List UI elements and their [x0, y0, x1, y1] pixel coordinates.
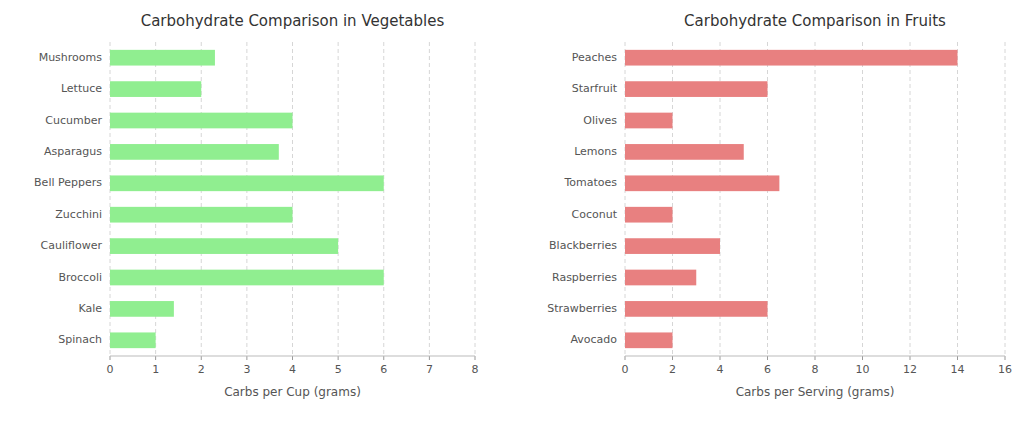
- category-label: Kale: [78, 302, 102, 315]
- tick-mark: [672, 356, 673, 360]
- category-label: Raspberries: [552, 271, 617, 284]
- chart-title: Carbohydrate Comparison in Fruits: [684, 12, 946, 30]
- category-label: Zucchini: [55, 208, 102, 221]
- tick-label: 8: [812, 363, 819, 376]
- bar: [625, 207, 673, 223]
- x-axis-label: Carbs per Serving (grams): [736, 385, 895, 399]
- tick-mark: [862, 356, 863, 360]
- tick-mark: [383, 356, 384, 360]
- tick-mark: [815, 356, 816, 360]
- tick-label: 2: [198, 363, 205, 376]
- panel: 0 2 4 6 8 10 12 14 16 Peaches Starfruit Olives Lemon…: [547, 12, 1012, 399]
- category-label: Cucumber: [45, 114, 102, 127]
- tick-mark: [625, 356, 626, 360]
- bar: [625, 238, 720, 254]
- tick-label: 12: [903, 363, 917, 376]
- category-label: Lemons: [574, 145, 617, 158]
- tick-label: 0: [622, 363, 629, 376]
- bars: [110, 50, 384, 348]
- tick-mark: [957, 356, 958, 360]
- category-label: Bell Peppers: [34, 176, 102, 189]
- tick-label: 8: [472, 363, 479, 376]
- category-label: Avocado: [570, 333, 617, 346]
- bar: [110, 207, 293, 223]
- bar: [625, 270, 696, 286]
- grid-line: [815, 42, 816, 356]
- category-label: Asparagus: [44, 145, 102, 158]
- grid-line: [292, 42, 293, 356]
- bar: [110, 301, 174, 317]
- tick-label: 5: [335, 363, 342, 376]
- tick-mark: [292, 356, 293, 360]
- tick-label: 3: [243, 363, 250, 376]
- panel: 0 1 2 3 4 5 6 7 8 Mushrooms Lettuce Cucumber Asparag…: [34, 12, 478, 399]
- grid-line: [910, 42, 911, 356]
- category-label: Mushrooms: [39, 51, 103, 64]
- grid-line: [475, 42, 476, 356]
- category-label: Olives: [583, 114, 617, 127]
- tick-label: 1: [152, 363, 159, 376]
- x-axis-line: [625, 356, 1005, 357]
- tick-mark: [429, 356, 430, 360]
- bar: [625, 113, 673, 129]
- bar: [110, 144, 279, 160]
- bars: [625, 50, 958, 348]
- tick-mark: [338, 356, 339, 360]
- category-label: Cauliflower: [41, 239, 103, 252]
- grid-line: [957, 42, 958, 356]
- grid-line: [1005, 42, 1006, 356]
- bar: [110, 270, 384, 286]
- bar: [625, 81, 768, 97]
- tick-label: 7: [426, 363, 433, 376]
- grid-line: [862, 42, 863, 356]
- grid-line: [429, 42, 430, 356]
- tick-label: 0: [107, 363, 114, 376]
- bar: [625, 175, 779, 191]
- bar: [110, 50, 215, 66]
- category-label: Coconut: [572, 208, 618, 221]
- tick-label: 6: [380, 363, 387, 376]
- bar: [110, 175, 384, 191]
- grid-line: [383, 42, 384, 356]
- category-label: Starfruit: [572, 82, 618, 95]
- category-label: Strawberries: [547, 302, 617, 315]
- bar: [110, 238, 338, 254]
- category-label: Lettuce: [61, 82, 102, 95]
- chart-canvas: 012345678MushroomsLettuceCucumberAsparag…: [0, 0, 1024, 421]
- bar: [625, 50, 958, 66]
- category-label: Broccoli: [59, 271, 103, 284]
- tick-mark: [767, 356, 768, 360]
- bar: [110, 332, 156, 348]
- x-axis-line: [110, 356, 475, 357]
- tick-mark: [246, 356, 247, 360]
- tick-label: 2: [669, 363, 676, 376]
- tick-label: 4: [289, 363, 296, 376]
- tick-label: 10: [856, 363, 870, 376]
- tick-mark: [910, 356, 911, 360]
- grid-line: [246, 42, 247, 356]
- bar: [625, 144, 744, 160]
- tick-mark: [155, 356, 156, 360]
- category-label: Peaches: [572, 51, 618, 64]
- bar: [110, 113, 293, 129]
- x-axis-label: Carbs per Cup (grams): [224, 385, 361, 399]
- tick-label: 16: [998, 363, 1012, 376]
- chart-title: Carbohydrate Comparison in Vegetables: [141, 12, 445, 30]
- tick-mark: [1005, 356, 1006, 360]
- bar: [625, 332, 673, 348]
- tick-label: 4: [717, 363, 724, 376]
- tick-mark: [475, 356, 476, 360]
- tick-mark: [201, 356, 202, 360]
- tick-label: 14: [951, 363, 965, 376]
- tick-mark: [720, 356, 721, 360]
- category-label: Blackberries: [549, 239, 617, 252]
- category-label: Spinach: [58, 333, 102, 346]
- tick-label: 6: [764, 363, 771, 376]
- tick-mark: [110, 356, 111, 360]
- bar: [110, 81, 201, 97]
- category-label: Tomatoes: [563, 176, 617, 189]
- grid-line: [338, 42, 339, 356]
- bar: [625, 301, 768, 317]
